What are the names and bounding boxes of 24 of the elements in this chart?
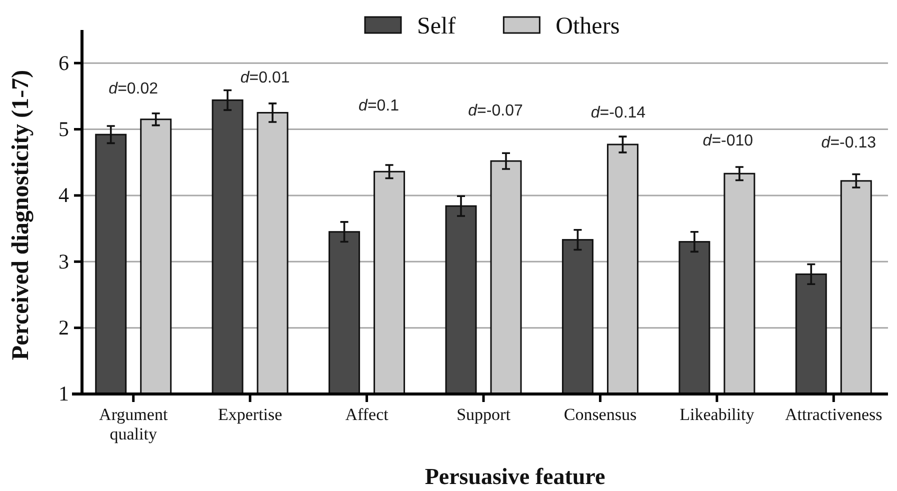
legend-label: Others — [556, 13, 620, 40]
annotation: d=0.1 — [358, 98, 400, 115]
x-tick-label: Expertise — [218, 405, 282, 424]
y-tick-label: 3 — [58, 249, 69, 274]
annotation: d=-0.07 — [468, 102, 523, 120]
y-tick-label: 5 — [58, 116, 69, 141]
annotation: d=-0.13 — [821, 134, 876, 152]
x-tick-label: Attractiveness — [785, 405, 882, 424]
annotation: d=0.02 — [108, 80, 158, 98]
y-tick-label: 1 — [58, 382, 69, 406]
y-axis-title: Perceived diagnosticity (1-7) — [8, 70, 34, 360]
annotation: d=-0.14 — [590, 104, 646, 122]
y-tick-label: 2 — [58, 316, 69, 340]
y-tick-label: 6 — [58, 50, 69, 75]
y-tick-label: 4 — [58, 183, 70, 208]
x-tick-label: Support — [456, 405, 511, 424]
x-axis-title: Persuasive feature — [424, 464, 606, 489]
annotation: d=0.01 — [240, 70, 290, 87]
x-tick-label: Consensus — [564, 405, 637, 424]
x-tick-label: Argument quality — [99, 405, 168, 444]
x-tick-label: Likeability — [680, 405, 755, 424]
annotation: d=-010 — [702, 132, 754, 150]
legend-label: Self — [417, 13, 456, 40]
x-tick-label: Affect — [345, 405, 389, 424]
